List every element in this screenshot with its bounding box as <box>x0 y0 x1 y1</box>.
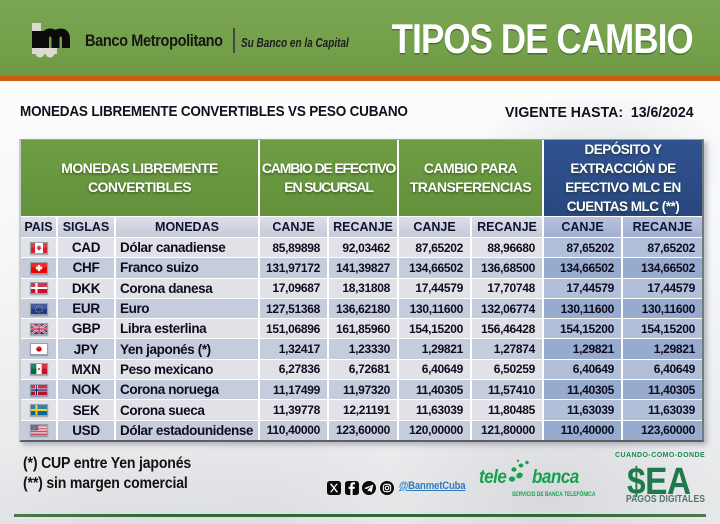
svg-text:TIPOS DE CAMBIO: TIPOS DE CAMBIO <box>392 18 693 65</box>
svg-text:TIPOS DE CAMBIO: TIPOS DE CAMBIO <box>392 16 693 63</box>
